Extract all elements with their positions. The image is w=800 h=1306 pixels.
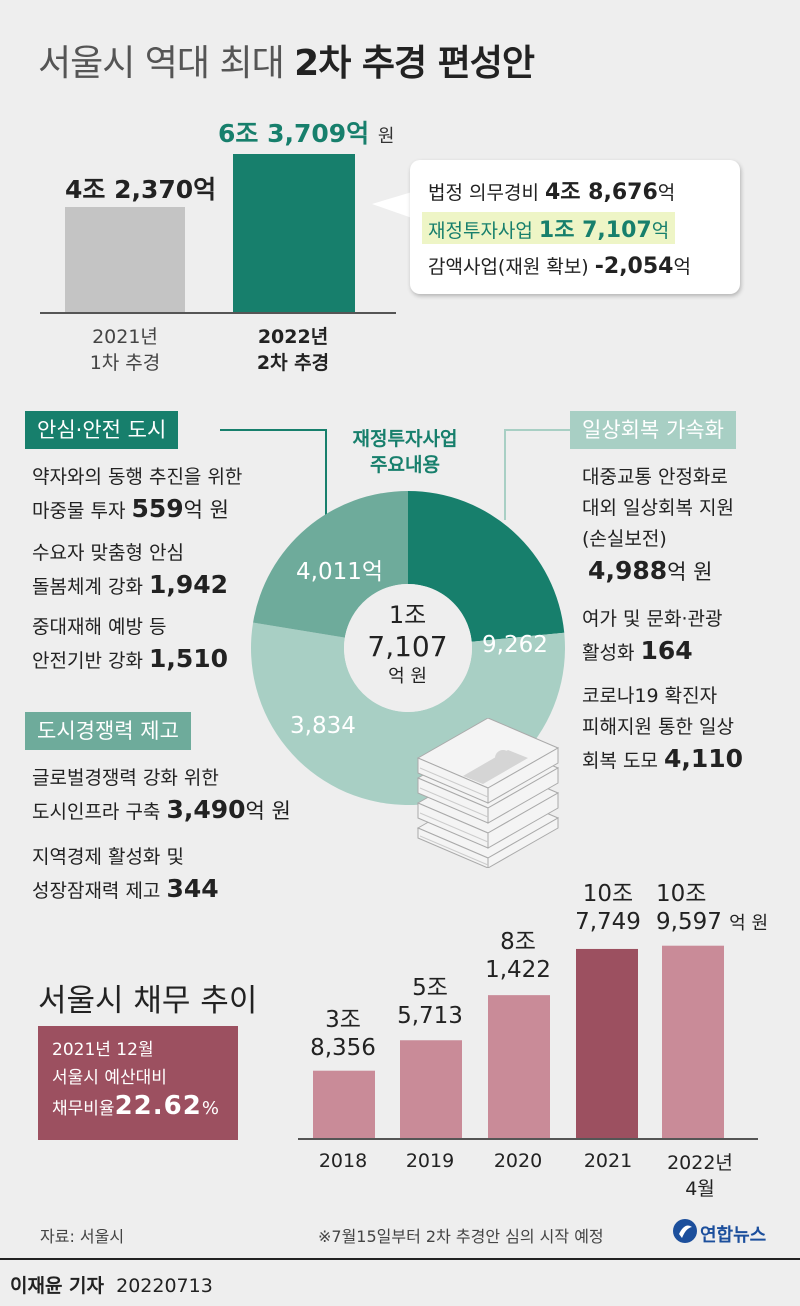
debt-bar-2018 [313,1070,375,1138]
recovery-item-1: 대중교통 안정화로 대외 일상회복 지원 (손실보전) 4,988억 원 [582,466,734,585]
recovery-item-3: 코로나19 확진자 피해지원 통한 일상 회복 도모 4,110 [582,685,744,773]
debt-bar-2020 [488,995,550,1138]
page-title: 서울시 역대 최대 2차 추경 편성안 [38,43,535,84]
footer-divider [0,1258,800,1260]
recovery-item-2: 여가 및 문화·관광 활성화 164 [582,608,723,665]
callout-pointer [372,192,412,218]
debt-ratio-box: 2021년 12월 서울시 예산대비 채무비율22.62% [38,1026,238,1140]
debt-bar-chart [313,945,724,1138]
callout-row-mandatory: 법정 의무경비 4조 8,676억 [428,180,676,205]
source-text: 자료: 서울시 [40,1227,125,1246]
donut-slice-compete [253,491,408,638]
debt-title: 서울시 채무 추이 [38,983,258,1019]
bar-2021-value: 4조 2,370억 [65,175,217,204]
donut-hole [344,584,472,712]
compete-item-2: 지역경제 활성화 및 성장잠재력 제고 344 [32,846,219,903]
debt-year-2018: 2018 [318,1150,368,1172]
yonhap-logo-icon [673,1219,697,1243]
money-stack-illustration [416,718,560,868]
axis-2021: 2021년 1차 추경 [89,326,161,374]
axis-2022: 2022년 2차 추경 [256,326,330,374]
debt-year-2019: 2019 [405,1150,455,1172]
debt-axis [298,1138,758,1140]
debt-value-2020: 8조 1,422 [485,929,551,983]
budget-breakdown-callout: 법정 의무경비 4조 8,676억 재정투자사업 1조 7,107억 감액사업(… [410,160,740,294]
callout-row-reduction: 감액사업(재원 확보) -2,054억 [428,254,691,279]
baseline [40,312,396,314]
byline: 이재윤 기자 20220713 [10,1275,213,1297]
bar-2022 [233,154,355,312]
callout-row-investment: 재정투자사업 1조 7,107억 [422,212,676,244]
debt-bar-2019 [400,1040,462,1138]
donut-slice-safety [408,491,565,642]
debt-bar-2021 [576,948,638,1138]
safety-item-2: 수요자 맞춤형 안심 돌봄체계 강화 1,942 [32,542,229,599]
tag-city-competitiveness: 도시경쟁력 제고 [25,712,191,750]
connector-lines [220,429,570,520]
safety-item-1: 약자와의 동행 추진을 위한 마중물 투자 559억 원 [32,466,243,523]
bar-2021 [65,207,185,312]
bar-2022-value: 6조 3,709억 원 [218,119,395,148]
debt-bar-2022 [662,945,724,1138]
debt-value-2021: 10조 7,749 [575,881,641,935]
debt-year-2022: 2022년 4월 [667,1152,733,1200]
debt-value-2019: 5조 5,713 [397,975,463,1029]
compete-item-1: 글로벌경쟁력 강화 위한 도시인프라 구축 3,490억 원 [32,767,291,824]
slice-compete-label: 3,834 [290,713,356,739]
debt-value-2018: 3조 8,356 [310,1007,376,1061]
footnote: ※7월15일부터 2차 추경안 심의 시작 예정 [318,1227,604,1246]
donut-center-label: 1조 7,107 억 원 [367,601,448,687]
slice-safety-label: 4,011억 [296,559,384,585]
debt-value-2022: 10조 9,597 억 원 [656,881,769,935]
slice-recovery-label: 9,262 [482,632,548,658]
brand-name: 연합뉴스 [700,1225,767,1246]
tag-daily-recovery: 일상회복 가속화 [570,411,736,449]
donut-title: 재정투자사업 주요내용 [352,428,458,476]
safety-item-3: 중대재해 예방 등 안전기반 강화 1,510 [32,616,229,673]
debt-year-2021: 2021 [583,1150,633,1172]
tag-safety-city: 안심·안전 도시 [25,411,179,449]
debt-year-2020: 2020 [493,1150,543,1172]
